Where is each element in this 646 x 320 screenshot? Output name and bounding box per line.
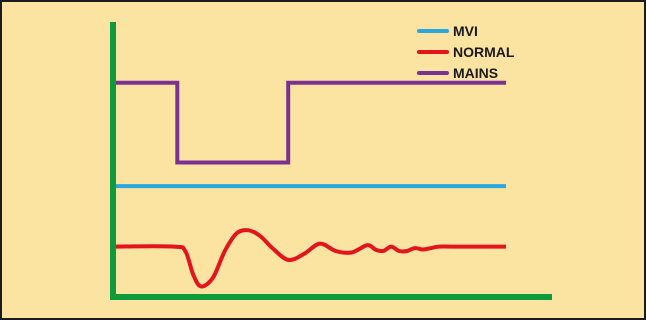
series-line-mains — [110, 80, 506, 165]
legend-label-mains: MAINS — [453, 65, 498, 81]
legend-label-normal: NORMAL — [453, 44, 515, 60]
series-line-normal — [109, 228, 506, 289]
legend: MVI NORMAL MAINS — [417, 23, 515, 81]
legend-label-mvi: MVI — [453, 23, 478, 39]
series-layer — [109, 80, 506, 289]
